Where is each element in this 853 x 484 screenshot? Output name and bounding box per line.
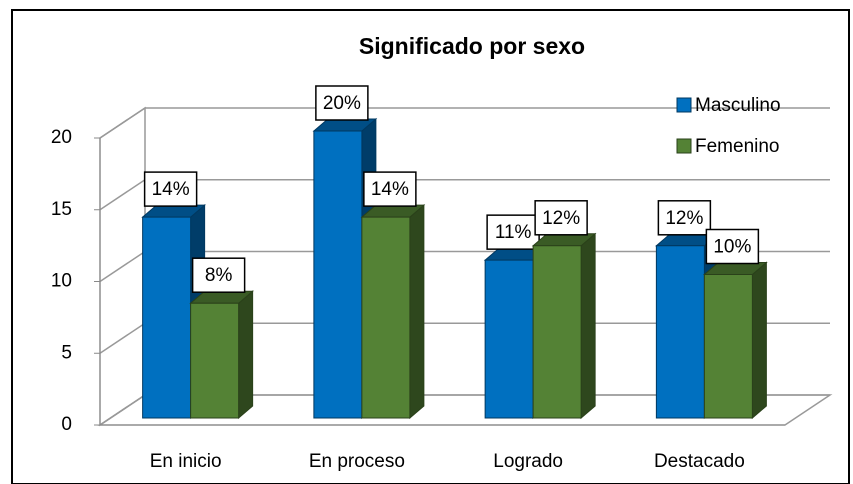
value-label: 8% [205,265,233,286]
value-label: 11% [495,222,532,243]
value-label-box [315,85,369,121]
y-tick-label: 0 [61,414,72,435]
x-tick-label: En inicio [150,451,222,472]
bar-face [532,245,582,419]
bar [531,232,597,420]
value-label: 12% [665,208,703,229]
y-tick-label: 15 [51,199,72,220]
y-tick-label: 20 [51,127,72,148]
legend-label: Masculino [695,95,781,116]
bar-face [580,232,596,420]
bar-face [361,216,411,419]
bar-face [655,245,705,419]
value-label-box [657,200,712,236]
bar [189,290,254,420]
x-tick-label: En proceso [309,451,405,472]
value-label-box [534,200,588,236]
x-tick-label: Logrado [493,451,563,472]
value-label: 20% [323,93,361,114]
value-label: 14% [371,179,409,200]
value-label: 12% [542,208,580,229]
value-label-box [705,228,760,265]
value-label-box [191,257,246,293]
chart-title: Significado por sexo [359,33,585,59]
bar [360,204,426,420]
value-label: 14% [152,179,190,200]
bar-face [142,216,192,419]
bar-face [751,261,767,420]
bar-face [238,290,254,420]
legend-swatch [676,138,692,154]
x-tick-label: Destacado [654,451,745,472]
grid-line [99,107,830,139]
value-label: 10% [713,237,751,258]
legend-label: Femenino [695,136,780,157]
bar-face [484,259,534,419]
bar-face [703,274,753,419]
bar-face [190,302,240,419]
bar-face [313,130,363,419]
bar-face [409,204,425,420]
value-label-box [143,171,198,207]
value-label-box [363,171,417,207]
y-tick-label: 10 [51,271,72,292]
bar [703,261,768,420]
y-tick-label: 5 [61,342,72,363]
legend-swatch [676,97,692,113]
